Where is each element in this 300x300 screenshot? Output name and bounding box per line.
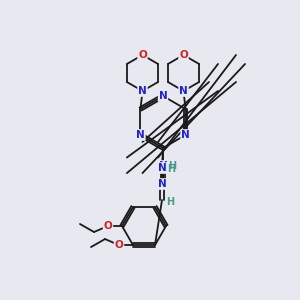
Text: N: N bbox=[158, 163, 166, 173]
Text: N: N bbox=[138, 86, 147, 96]
Text: O: O bbox=[115, 240, 123, 250]
Text: O: O bbox=[179, 50, 188, 60]
Text: H: H bbox=[166, 197, 174, 207]
Text: N: N bbox=[159, 91, 167, 101]
Text: N: N bbox=[179, 86, 188, 96]
Text: H: H bbox=[168, 161, 176, 171]
Text: N: N bbox=[159, 161, 167, 171]
Text: N: N bbox=[181, 130, 190, 140]
Text: N: N bbox=[158, 179, 166, 189]
Text: O: O bbox=[103, 221, 112, 231]
Text: O: O bbox=[138, 50, 147, 60]
Text: N: N bbox=[136, 130, 145, 140]
Text: H: H bbox=[167, 164, 175, 174]
